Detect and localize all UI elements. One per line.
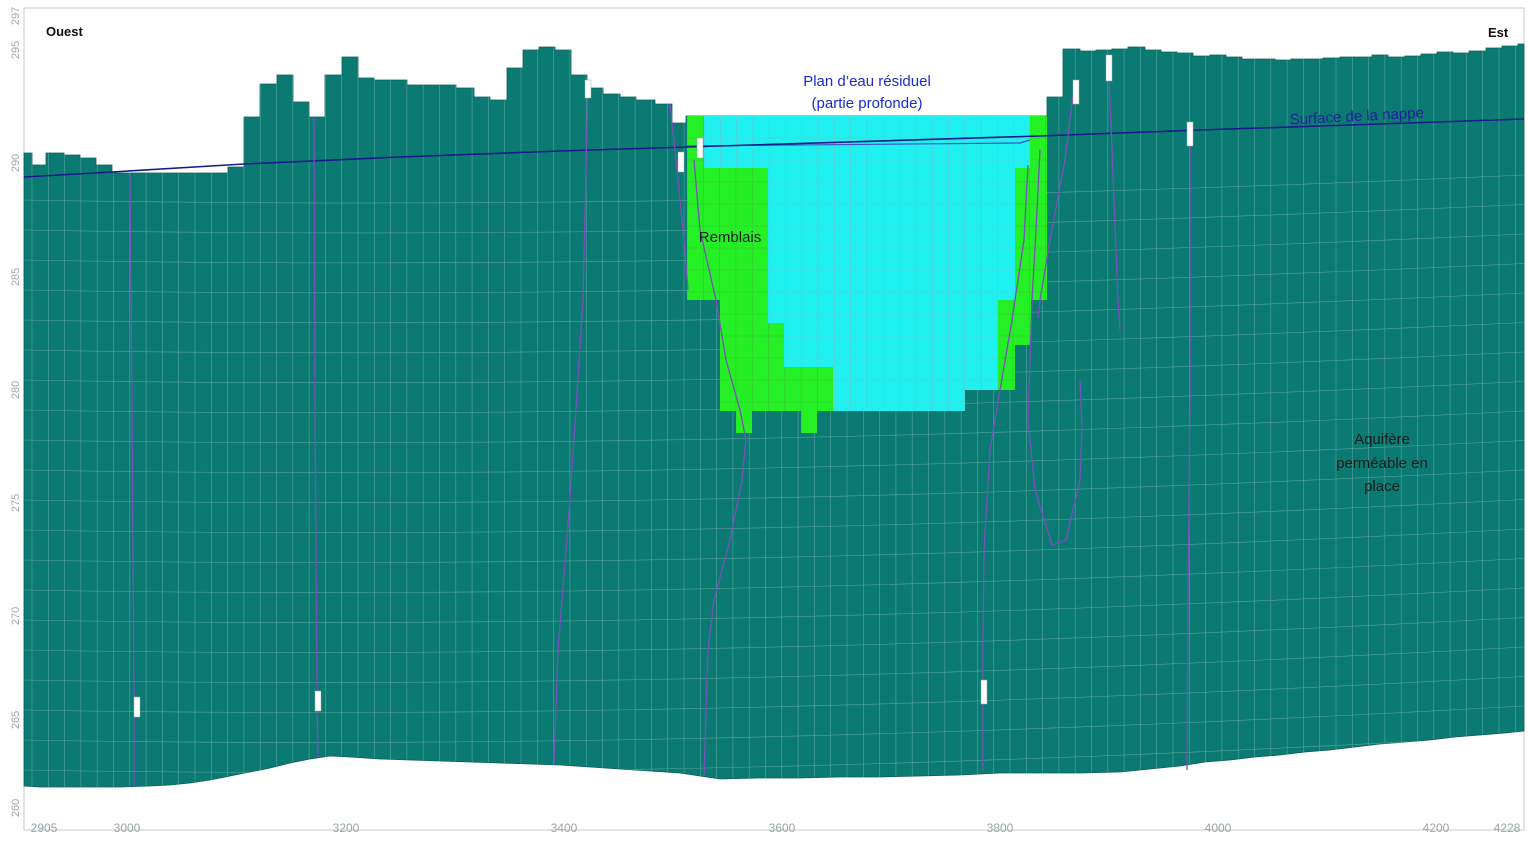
y-tick-label: 280 <box>10 381 22 399</box>
flow-line <box>1186 125 1191 771</box>
grid-line <box>24 735 1524 773</box>
flow-line <box>693 159 747 777</box>
east-label: Est <box>1488 25 1509 40</box>
y-tick-label: 265 <box>10 711 22 729</box>
x-tick-label: 4228 <box>1494 821 1521 835</box>
west-label: Ouest <box>46 24 84 39</box>
y-tick-label: 297 <box>10 7 22 25</box>
well-marker <box>1186 121 1194 147</box>
x-tick-label: 2905 <box>31 821 58 835</box>
x-tick-label: 3200 <box>333 821 360 835</box>
well-marker <box>584 79 592 99</box>
x-tick-label: 4200 <box>1423 821 1450 835</box>
well-marker <box>1072 79 1080 105</box>
water-table-line <box>23 118 1525 178</box>
flow-line <box>313 117 319 758</box>
grid-line <box>24 410 1524 444</box>
y-tick-label: 285 <box>10 268 22 286</box>
aquifer-label-line2: perméable en <box>1336 455 1428 472</box>
flow-line <box>669 103 689 291</box>
well-marker <box>133 696 141 718</box>
x-tick-label: 4000 <box>1205 821 1232 835</box>
grid-line <box>24 646 1524 683</box>
fill-label: Remblais <box>699 229 762 246</box>
aquifer-label-line3: place <box>1364 478 1400 495</box>
aquifer-label-line1: Aquifère <box>1354 431 1410 448</box>
x-axis-ticks: 2905 3000 3200 3400 3600 3800 4000 4200 4228 <box>31 821 1521 835</box>
grid-line <box>24 528 1524 563</box>
y-tick-label: 290 <box>10 154 22 172</box>
grid-line <box>24 469 1524 503</box>
flow-line <box>129 175 135 785</box>
grid-line <box>24 676 1524 713</box>
grid-line <box>24 587 1524 623</box>
well-marker <box>696 137 704 159</box>
grid-line <box>24 617 1524 653</box>
flow-lines <box>129 54 1191 785</box>
x-tick-label: 3000 <box>114 821 141 835</box>
well-markers <box>133 54 1194 718</box>
x-tick-label: 3800 <box>987 821 1014 835</box>
well-marker <box>314 690 322 712</box>
well-marker <box>677 151 685 173</box>
y-tick-label: 275 <box>10 494 22 512</box>
x-tick-label: 3400 <box>551 821 578 835</box>
y-tick-label: 260 <box>10 799 22 817</box>
grid-line <box>24 558 1524 593</box>
y-axis-ticks: 297 295 290 285 280 275 270 265 260 <box>10 7 22 817</box>
flow-line <box>1107 54 1121 331</box>
x-tick-label: 3600 <box>769 821 796 835</box>
flow-line <box>553 79 589 765</box>
flow-line <box>1037 79 1076 319</box>
fill-left <box>687 116 833 433</box>
well-marker <box>980 679 988 705</box>
lake-label-line1: Plan d’eau résiduel <box>803 73 931 90</box>
flow-line <box>982 164 1029 772</box>
well-marker <box>1105 54 1113 82</box>
lake-level-line <box>686 139 1031 147</box>
grid-line <box>24 705 1524 743</box>
grid-line <box>24 499 1524 533</box>
grid-line <box>24 440 1524 473</box>
y-tick-label: 270 <box>10 607 22 625</box>
flow-line <box>1027 149 1083 546</box>
lake-label-line2: (partie profonde) <box>812 95 923 112</box>
y-tick-label: 295 <box>10 41 22 59</box>
